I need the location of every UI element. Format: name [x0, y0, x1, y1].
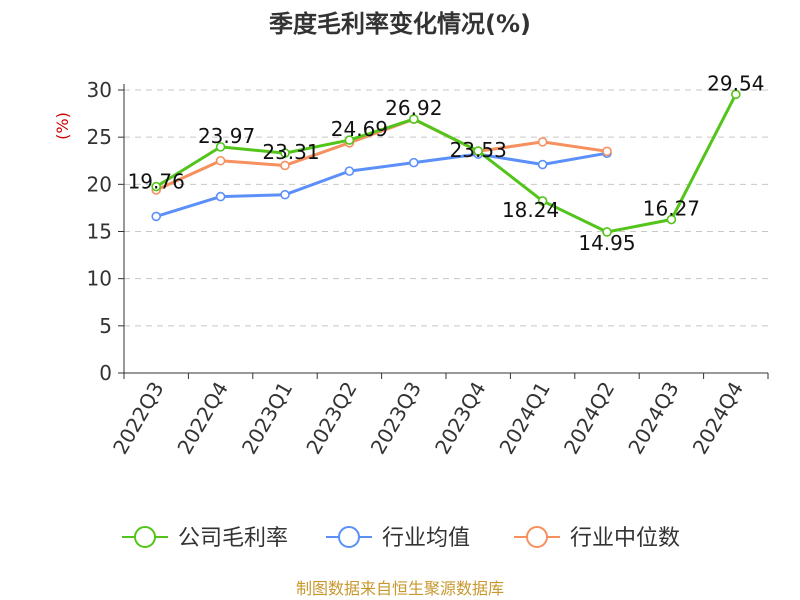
y-tick-label: 10	[87, 267, 112, 291]
series-line-0	[155, 93, 738, 234]
data-label: 19.76	[128, 170, 185, 194]
series-point-1	[151, 211, 161, 222]
x-tick-label: 2024Q3	[623, 378, 683, 459]
data-label: 24.69	[331, 117, 388, 141]
series-point-2	[215, 155, 226, 166]
data-label: 16.27	[643, 197, 700, 221]
data-label: 14.95	[578, 231, 635, 255]
data-label: 29.54	[707, 71, 764, 95]
series-point-0	[537, 196, 548, 206]
series-layer	[151, 89, 741, 237]
legend-marker	[526, 526, 548, 548]
source-note: 制图数据来自恒生聚源数据库	[296, 579, 504, 598]
x-tick-label: 2023Q2	[301, 378, 361, 459]
y-axis-label: (%)	[53, 112, 72, 140]
series-point-0	[730, 89, 741, 100]
series-point-0	[473, 146, 484, 156]
data-label: 26.92	[385, 96, 442, 120]
x-tick-label: 2023Q3	[366, 378, 426, 459]
x-tick-label: 2023Q4	[430, 378, 490, 459]
legend-marker	[338, 526, 360, 548]
legend-marker	[134, 526, 156, 548]
y-tick-label: 30	[87, 78, 112, 102]
y-tick-label: 5	[99, 314, 112, 338]
series-point-1	[280, 189, 290, 200]
data-label: 18.24	[502, 198, 559, 222]
series-point-1	[408, 157, 419, 168]
series-point-1	[344, 166, 355, 176]
x-tick-label: 2022Q4	[172, 378, 232, 459]
series-point-0	[344, 135, 355, 145]
x-tick-label: 2024Q2	[559, 378, 619, 459]
legend-label: 行业中位数	[570, 526, 680, 551]
legend-item-1[interactable]: 行业均值	[326, 526, 470, 551]
gridlines	[124, 89, 768, 327]
series-point-0	[215, 142, 226, 152]
x-tick-label: 2024Q1	[494, 378, 554, 459]
series-point-0	[408, 114, 419, 124]
data-label: 23.53	[450, 138, 507, 162]
x-tick-label: 2022Q3	[108, 378, 168, 459]
legend-item-2[interactable]: 行业中位数	[514, 526, 680, 551]
series-point-1	[215, 191, 226, 202]
series-point-0	[666, 214, 677, 225]
legend-label: 公司毛利率	[178, 526, 288, 551]
chart-title: 季度毛利率变化情况(%)	[269, 10, 531, 38]
series-point-0	[151, 181, 161, 192]
y-tick-label: 0	[99, 361, 112, 385]
series-line-1	[155, 151, 608, 218]
series-point-0	[280, 148, 290, 158]
legend-item-0[interactable]: 公司毛利率	[122, 526, 288, 551]
series-point-1	[537, 159, 548, 170]
series-point-0	[602, 227, 612, 237]
x-tick-label: 2023Q1	[237, 378, 297, 459]
x-tick-label: 2024Q4	[688, 378, 748, 459]
data-label: 23.31	[262, 140, 319, 164]
data-label: 23.97	[198, 124, 255, 148]
y-tick-label: 20	[87, 172, 112, 196]
series-point-2	[537, 137, 548, 147]
y-tick-label: 15	[87, 220, 112, 244]
legend-label: 行业均值	[382, 526, 470, 551]
series-point-2	[280, 160, 290, 171]
series-point-2	[602, 146, 612, 157]
legend[interactable]: 公司毛利率 行业均值 行业中位数	[122, 526, 680, 551]
y-tick-label: 25	[87, 125, 112, 149]
